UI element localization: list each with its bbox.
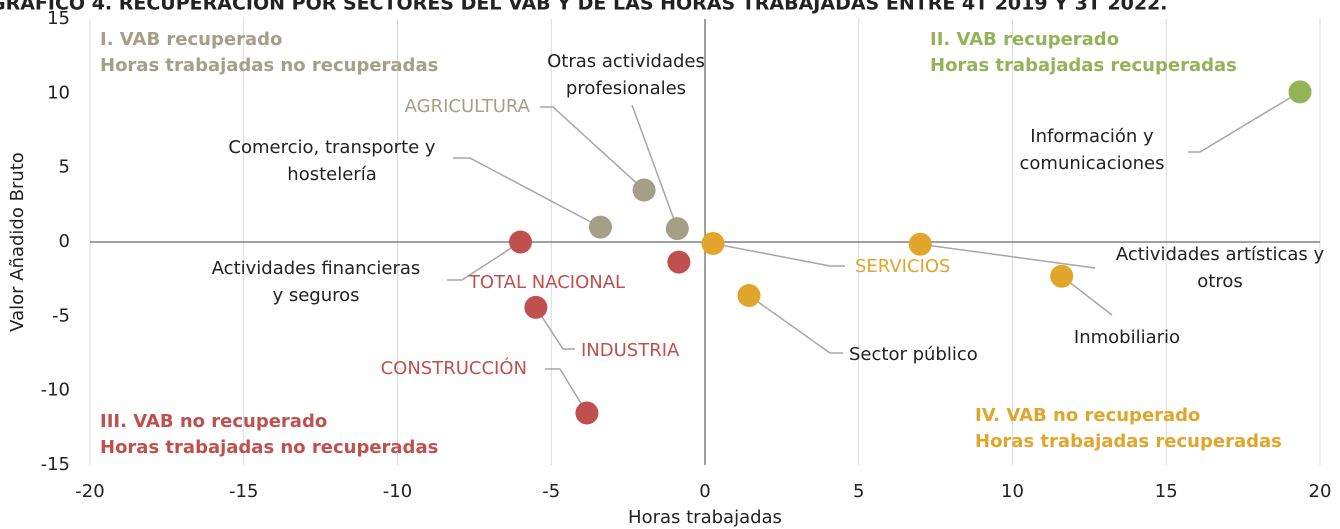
point-label: Sector público [849,344,978,365]
point-label: comunicaciones [1020,153,1165,174]
quadrant-label: II. VAB recuperado [930,29,1119,50]
point [908,232,932,256]
y-tick-label: 15 [47,8,70,29]
y-tick-label: 10 [47,82,70,103]
leader-line [540,106,645,191]
point-label: y seguros [272,285,359,306]
leader-line [447,241,521,281]
point [1050,264,1074,288]
point-label: hostelería [287,164,376,185]
leader-line [535,307,575,350]
y-tick-label: -15 [41,454,70,475]
point [588,215,612,239]
x-tick-label: -15 [229,481,258,502]
y-tick-label: 0 [59,231,70,252]
point [509,230,532,254]
point [575,401,599,425]
quadrant-label: III. VAB no recuperado [100,411,327,432]
leader-line [453,157,601,228]
x-axis-title: Horas trabajadas [628,507,782,528]
x-tick-label: 10 [1001,481,1024,502]
point [737,284,761,308]
y-tick-label: -5 [52,305,70,326]
chart-title: GRÁFICO 4. RECUPERACIÓN POR SECTORES DEL… [0,0,1167,15]
point [701,231,725,255]
x-tick-label: -10 [383,481,412,502]
x-tick-label: 20 [1309,481,1332,502]
x-tick-label: -20 [75,481,104,502]
point-label: otros [1197,271,1242,292]
quadrant-label: I. VAB recuperado [100,29,282,50]
y-tick-label: 5 [59,157,70,178]
point-label: INDUSTRIA [581,340,680,361]
leader-line [920,243,1096,269]
point [632,178,656,202]
leader-line [631,104,679,229]
point-label: Comercio, transporte y [228,137,436,158]
point-label: profesionales [566,78,686,99]
y-axis-title: Valor Añadido Bruto [7,152,28,332]
quadrant-label: IV. VAB no recuperado [975,405,1200,426]
point [1288,80,1312,104]
quadrant-label: Horas trabajadas recuperadas [975,431,1282,452]
point [665,217,689,241]
point-label: CONSTRUCCIÓN [381,357,527,379]
y-tick-label: -10 [41,380,70,401]
point [524,295,548,319]
point-label: AGRICULTURA [405,96,531,117]
x-tick-label: 0 [699,481,710,502]
point-label: SERVICIOS [855,256,950,277]
x-tick-label: -5 [542,481,560,502]
point [667,250,691,274]
x-tick-label: 15 [1155,481,1178,502]
leader-line [1188,91,1301,153]
leader-line [545,368,588,414]
quadrant-label: Horas trabajadas no recuperadas [100,437,438,458]
point-label: TOTAL NACIONAL [468,272,625,293]
quadrant-label: Horas trabajadas no recuperadas [100,55,438,76]
x-tick-label: 5 [853,481,864,502]
leader-line [712,242,845,267]
leader-line [748,294,843,354]
point-label: Inmobiliario [1074,327,1180,348]
point-label: Actividades financieras [212,258,421,279]
point-label: Otras actividades [547,51,705,72]
point-label: Actividades artísticas y [1116,244,1325,265]
point-label: Información y [1030,126,1154,147]
quadrant-label: Horas trabajadas recuperadas [930,55,1237,76]
